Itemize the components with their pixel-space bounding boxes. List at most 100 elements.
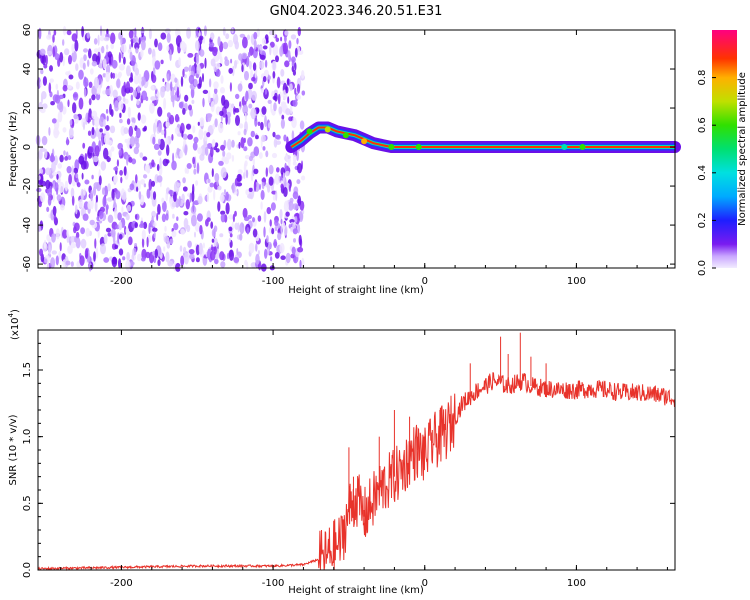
noise-cell [206,113,213,118]
noise-cell [214,142,219,148]
noise-cell [202,97,205,108]
noise-cell [254,68,257,79]
noise-cell [105,64,111,75]
spectrogram-y-ticks: 60 40 20 0 -20 -40 -60 [22,24,675,272]
noise-cell [263,226,266,238]
track-spot [342,132,349,139]
noise-cell [107,197,113,202]
noise-cell [45,54,48,66]
noise-cell [71,43,75,54]
noise-cell [100,243,106,255]
noise-cell [280,223,283,236]
noise-cell [137,85,141,94]
noise-cell [234,108,240,113]
noise-cell [123,127,129,135]
noise-cell [273,102,277,112]
colorbar-gradient [712,30,737,268]
noise-cell [283,200,289,213]
noise-cell [160,32,167,40]
noise-cell [261,178,267,183]
spec-y-tick-label: -40 [22,217,33,233]
noise-cell [59,52,64,63]
noise-cell [72,91,79,101]
noise-cell [53,213,57,224]
noise-cell [116,159,119,167]
noise-cell [145,96,149,101]
noise-cell [44,258,48,264]
noise-cell [88,81,93,89]
noise-cell [76,182,81,188]
noise-cell [186,123,191,130]
noise-cell [176,216,179,221]
noise-cell [132,248,135,261]
noise-cell [80,188,85,201]
noise-cell [57,163,62,169]
noise-cell [212,46,218,57]
noise-cell [195,180,199,186]
noise-cell [225,33,230,40]
noise-cell [74,222,80,232]
noise-cell [276,76,281,89]
noise-cell [87,112,90,124]
noise-cell [62,39,65,46]
noise-cell [60,204,65,211]
noise-cell [129,136,136,147]
noise-cell [103,134,110,145]
noise-cell [171,134,174,141]
noise-cell [287,96,290,104]
noise-cell [83,77,89,88]
noise-cell [193,168,197,175]
noise-cell [137,112,141,121]
noise-cell [228,238,231,243]
noise-cell [186,163,192,169]
noise-cell [72,102,77,114]
noise-cell [209,182,215,188]
noise-cell [244,155,251,160]
noise-cell [259,60,265,70]
noise-cell [189,192,192,203]
noise-cell [150,85,155,91]
noise-cell [217,185,222,191]
noise-cell [210,58,216,67]
noise-cell [259,54,266,60]
noise-cell [202,242,205,249]
noise-cell [243,146,248,152]
noise-cell [253,31,258,40]
noise-cell [203,25,207,37]
noise-cell [140,179,146,185]
noise-cell [39,81,43,87]
noise-cell [111,188,115,201]
noise-cell [129,51,133,61]
noise-cell [42,103,48,110]
noise-cell [218,122,224,134]
noise-cell [184,94,189,102]
noise-cell [245,189,250,196]
noise-cell [41,95,43,104]
noise-cell [112,89,118,99]
noise-cell [238,106,241,112]
noise-cell [179,150,184,159]
noise-cell [52,46,55,58]
noise-cell [213,225,218,233]
noise-cell [165,213,169,221]
noise-cell [83,88,87,98]
noise-cell [115,190,121,200]
noise-cell [102,187,105,195]
noise-cell [75,81,80,90]
noise-cell [198,242,203,255]
noise-cell [58,250,62,260]
track-spot [415,144,422,150]
noise-cell [268,122,271,129]
noise-cell [267,241,272,250]
noise-cell [94,238,97,249]
noise-cell [154,38,158,48]
noise-cell [219,87,226,94]
spec-x-tick-label: -100 [262,276,285,287]
noise-cell [292,203,299,211]
noise-cell [271,152,278,159]
noise-cell [97,34,100,46]
noise-cell [121,37,126,44]
noise-cell [87,200,93,210]
noise-cell [285,211,290,217]
